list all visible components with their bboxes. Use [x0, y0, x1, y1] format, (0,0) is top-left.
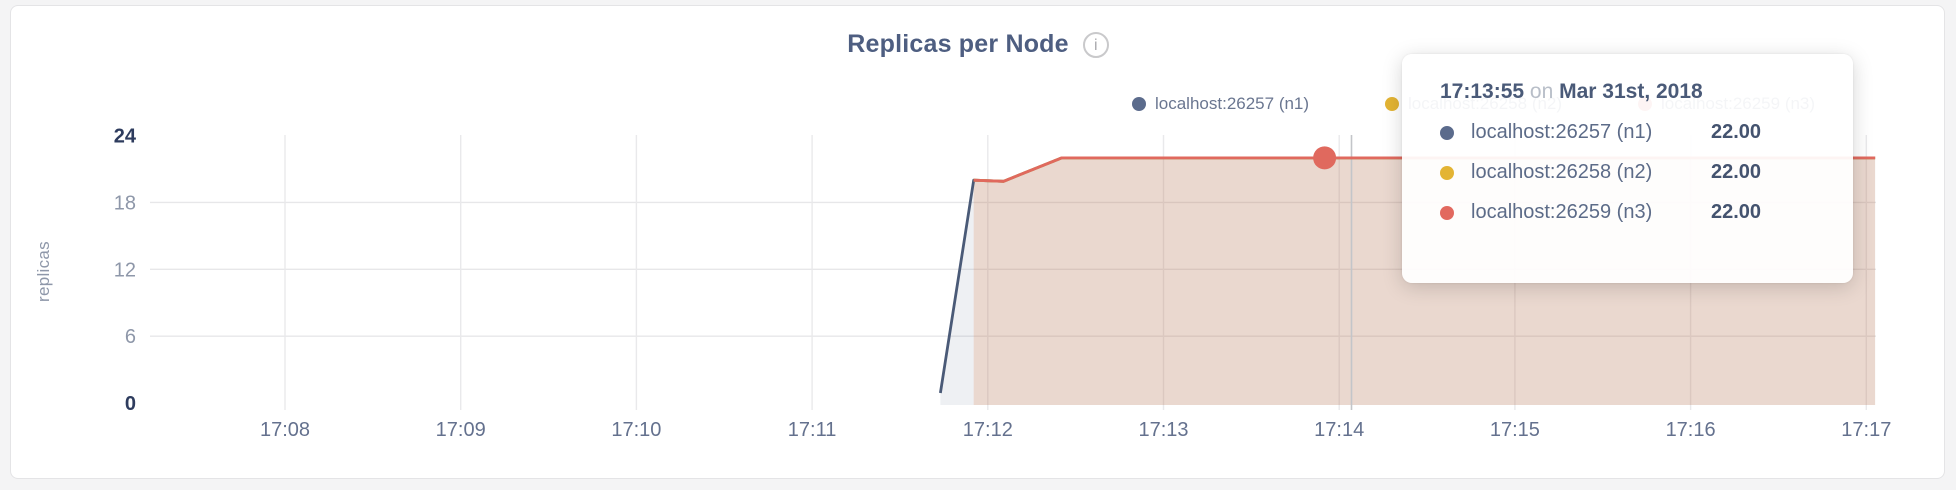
tooltip-value-n1: 22.00: [1711, 121, 1762, 143]
y-tick-label: 0: [125, 393, 136, 415]
y-tick-label: 12: [114, 259, 136, 281]
tooltip-label-n1: localhost:26257 (n1): [1471, 121, 1653, 143]
x-tick-label: 17:17: [1841, 419, 1891, 441]
tooltip-value-n3: 22.00: [1711, 201, 1762, 223]
info-icon[interactable]: i: [1082, 31, 1109, 58]
chart-header: Replicas per Node i: [0, 30, 1956, 59]
tooltip-dot-n2: [1440, 165, 1454, 180]
tooltip-date: Mar 31st, 2018: [1559, 80, 1703, 103]
legend-dot-n1: [1132, 97, 1146, 111]
tooltip-value-n2: 22.00: [1711, 161, 1762, 183]
legend-label-n1: localhost:26257 (n1): [1155, 94, 1310, 113]
tooltip-dot-n3: [1440, 205, 1454, 220]
x-tick-label: 17:08: [260, 419, 310, 441]
x-tick-label: 17:10: [611, 419, 661, 441]
y-tick-label: 6: [125, 326, 136, 348]
y-axis-title: replicas: [34, 241, 53, 303]
tooltip-dot-n1: [1440, 125, 1454, 140]
x-tick-label: 17:14: [1314, 419, 1364, 441]
x-tick-label: 17:11: [788, 419, 837, 441]
x-tick-label: 17:12: [963, 419, 1013, 441]
hover-tooltip: 17:13:55 on Mar 31st, 2018 localhost:262…: [1402, 54, 1853, 283]
tooltip-timestamp: 17:13:55 on Mar 31st, 2018: [1440, 80, 1823, 104]
legend-dot-n2: [1385, 97, 1399, 111]
x-tick-label: 17:09: [436, 419, 486, 441]
tooltip-label-n2: localhost:26258 (n2): [1471, 161, 1653, 183]
x-tick-label: 17:13: [1138, 419, 1188, 441]
hover-point: [1313, 146, 1337, 170]
x-tick-label: 17:15: [1490, 419, 1540, 441]
tooltip-time: 17:13:55: [1440, 80, 1525, 103]
chart-title: Replicas per Node: [847, 30, 1069, 58]
tooltip-row-n1: localhost:26257 (n1) 22.00: [1440, 121, 1823, 144]
tooltip-row-n3: localhost:26259 (n3) 22.00: [1440, 201, 1823, 224]
tooltip-label-n3: localhost:26259 (n3): [1471, 201, 1653, 223]
tooltip-row-n2: localhost:26258 (n2) 22.00: [1440, 161, 1823, 184]
legend-item-n1[interactable]: localhost:26257 (n1): [1132, 94, 1309, 114]
x-tick-label: 17:16: [1666, 419, 1716, 441]
tooltip-preposition: on: [1529, 80, 1554, 103]
y-tick-label: 18: [114, 192, 136, 214]
y-tick-label: 24: [114, 126, 137, 148]
